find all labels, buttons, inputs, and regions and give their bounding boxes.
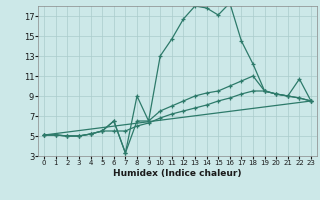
X-axis label: Humidex (Indice chaleur): Humidex (Indice chaleur): [113, 169, 242, 178]
